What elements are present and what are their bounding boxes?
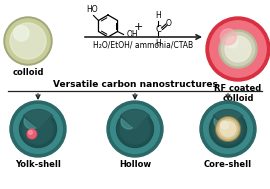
Circle shape [14,26,29,41]
Circle shape [217,118,239,140]
Circle shape [213,114,243,144]
Circle shape [220,121,236,137]
Text: H: H [155,11,161,20]
Circle shape [4,17,52,65]
Circle shape [10,101,66,157]
Text: HO: HO [87,5,98,13]
Text: Hollow: Hollow [119,160,151,169]
Circle shape [6,19,50,63]
Circle shape [29,130,32,134]
Circle shape [206,17,270,81]
Circle shape [216,117,240,141]
Circle shape [210,111,247,147]
Circle shape [107,101,163,157]
Circle shape [114,108,156,150]
Circle shape [219,30,257,68]
Circle shape [18,109,58,149]
Circle shape [218,119,238,139]
Text: C: C [155,25,161,33]
Text: colloid: colloid [12,68,44,77]
Circle shape [227,37,238,48]
Wedge shape [23,109,53,129]
Circle shape [17,108,59,150]
Circle shape [14,105,62,153]
Circle shape [19,111,56,147]
Wedge shape [116,105,154,129]
Circle shape [120,114,150,144]
Text: OH: OH [127,30,138,39]
Circle shape [28,130,36,138]
Circle shape [121,113,137,129]
Text: +: + [133,22,143,32]
Wedge shape [24,109,52,129]
Circle shape [214,113,230,129]
Wedge shape [120,109,150,129]
Circle shape [221,32,255,66]
Circle shape [23,114,53,144]
Circle shape [115,109,155,149]
Circle shape [20,111,56,147]
Circle shape [207,108,249,150]
Wedge shape [212,109,244,129]
Text: Core-shell: Core-shell [204,160,252,169]
Wedge shape [121,109,149,129]
Text: RF coated
colloid: RF coated colloid [214,84,262,103]
Circle shape [117,111,153,147]
Circle shape [220,29,237,45]
Circle shape [200,101,256,157]
Circle shape [10,23,46,59]
Wedge shape [214,109,242,129]
Circle shape [225,36,251,62]
Circle shape [221,121,228,129]
Text: Yolk-shell: Yolk-shell [15,160,61,169]
Circle shape [210,111,246,147]
Text: Versatile carbon nanostructures: Versatile carbon nanostructures [53,80,217,89]
Circle shape [117,111,153,147]
Circle shape [204,105,252,153]
Circle shape [20,111,56,147]
Text: O: O [166,19,172,28]
Wedge shape [209,105,247,129]
Text: H: H [155,39,161,48]
Circle shape [117,111,153,147]
Circle shape [24,113,40,129]
Text: H₂O/EtOH/ ammonia/CTAB: H₂O/EtOH/ ammonia/CTAB [93,41,193,50]
Circle shape [210,21,266,77]
Circle shape [208,109,248,149]
Circle shape [210,111,246,147]
Circle shape [111,105,159,153]
Wedge shape [19,105,57,129]
Circle shape [27,129,37,139]
